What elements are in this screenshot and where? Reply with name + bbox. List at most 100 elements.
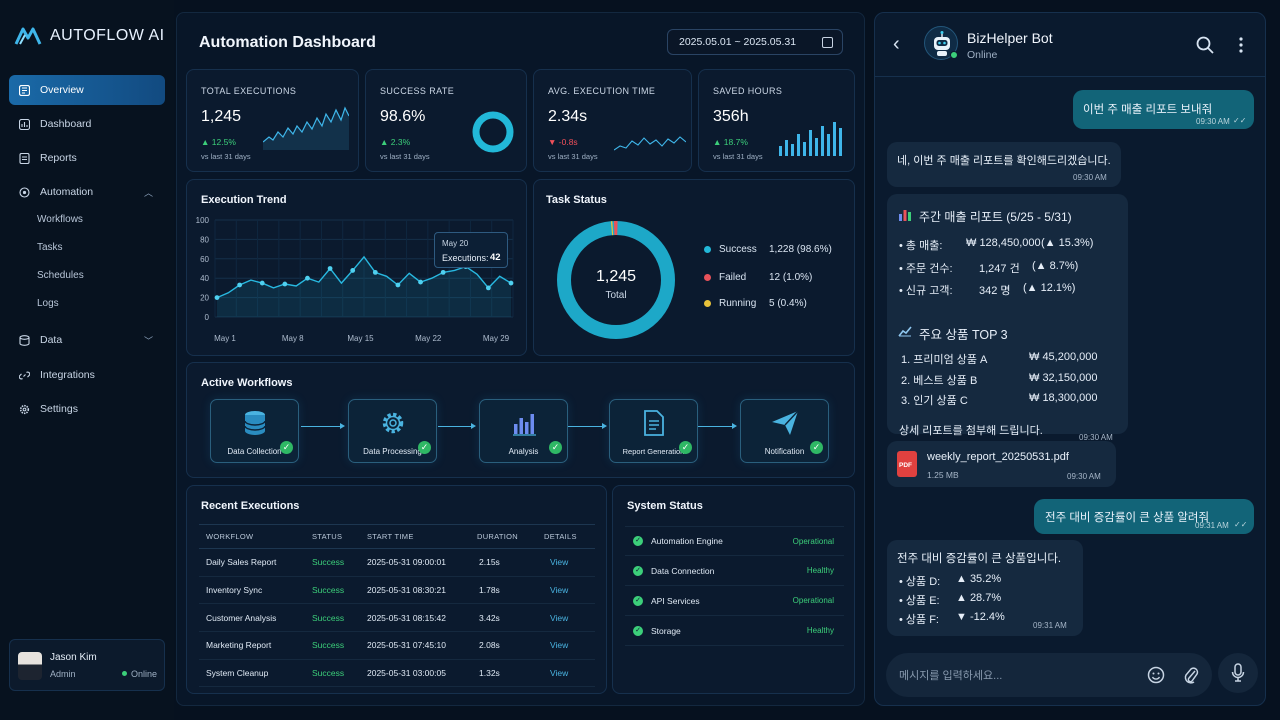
sidebar-item-settings[interactable]: Settings [9, 394, 165, 424]
workflow-node-report-generation[interactable]: Report Generation ✓ [609, 399, 698, 463]
search-icon[interactable] [1196, 36, 1214, 54]
section-title: System Status [627, 500, 703, 512]
date-range-picker[interactable]: 2025.05.01 ~ 2025.05.31 [667, 29, 843, 55]
data-point[interactable] [485, 285, 491, 291]
section-title: Task Status [546, 194, 607, 206]
sidebar-item-label: Overview [40, 84, 84, 96]
sidebar-subitem-schedules[interactable]: Schedules [37, 270, 84, 281]
microphone-icon [1231, 663, 1245, 682]
legend-value: 1,228 (98.6%) [769, 244, 832, 255]
view-link[interactable]: View [544, 659, 595, 688]
view-link[interactable]: View [544, 576, 595, 605]
data-point[interactable] [395, 282, 401, 288]
data-point[interactable] [418, 279, 423, 285]
view-link[interactable]: View [544, 603, 595, 633]
check-icon: ✓ [679, 441, 692, 454]
sidebar-item-reports[interactable]: Reports [9, 143, 165, 173]
top-product-value: ₩ 45,200,000 [1029, 351, 1098, 363]
view-link[interactable]: View [544, 548, 595, 577]
sparkline [263, 106, 349, 150]
file-attachment[interactable]: PDF weekly_report_20250531.pdf 1.25 MB 0… [887, 441, 1116, 487]
microphone-button[interactable] [1218, 653, 1258, 693]
legend-running: Running 5 (0.4%) [704, 298, 807, 309]
sidebar-item-label: Settings [40, 403, 78, 415]
column-header[interactable]: DURATION [477, 524, 544, 549]
system-row-api-services: ✓ API Services Operational [625, 586, 844, 616]
data-point[interactable] [259, 280, 265, 286]
sidebar-item-overview[interactable]: Overview [9, 75, 165, 105]
workflow-arrow [568, 423, 607, 429]
sidebar-item-label: Automation [40, 186, 94, 198]
user-status: Online [122, 669, 157, 679]
message-time: 09:31 AM [1033, 621, 1067, 630]
sidebar-subitem-tasks[interactable]: Tasks [37, 242, 63, 253]
data-point[interactable] [350, 268, 356, 273]
workflow-node-data-processing[interactable]: Data Processing ✓ [348, 399, 437, 463]
system-label: API Services [651, 595, 700, 606]
paperclip-icon[interactable] [1183, 665, 1199, 685]
sidebar: AUTOFLOW AI Overview Dashboard Reports A… [0, 0, 174, 720]
bot-name: BizHelper Bot [967, 30, 1053, 46]
user-role: Admin [50, 669, 76, 679]
data-point[interactable] [372, 269, 378, 275]
column-header[interactable]: START TIME [367, 524, 477, 549]
table-row[interactable]: Daily Sales Report Success 2025-05-31 09:0… [199, 548, 595, 577]
sidebar-item-dashboard[interactable]: Dashboard [9, 109, 165, 139]
system-label: Automation Engine [651, 536, 723, 546]
workflow-node-data-collection[interactable]: Data Collection ✓ [210, 399, 299, 463]
workflow-node-label: Data Processing [363, 447, 422, 456]
table-row[interactable]: Inventory Sync Success 2025-05-31 08:30:21… [199, 576, 595, 605]
sidebar-item-data[interactable]: Data ﹀ [9, 325, 165, 355]
grid-icon [19, 84, 30, 96]
active-workflows-card: Active Workflows Data Collection ✓ Data … [186, 362, 855, 478]
emoji-icon[interactable] [1147, 666, 1165, 684]
task-status-donut[interactable] [554, 218, 678, 342]
sidebar-item-integrations[interactable]: Integrations [9, 360, 165, 390]
chevron-up-icon[interactable]: ︿ [143, 187, 153, 198]
column-header[interactable]: WORKFLOW [199, 524, 312, 549]
data-point[interactable] [305, 275, 310, 281]
column-header[interactable]: STATUS [312, 524, 367, 549]
legend-label: Success [719, 244, 757, 255]
workflow-node-label: Report Generation [622, 447, 685, 456]
cell-status: Success [312, 603, 367, 633]
message-input[interactable]: 메시지를 입력하세요... [886, 653, 1212, 697]
task-status-card: Task Status 1,245 Total Success 1,228 (9… [533, 179, 855, 356]
bar-chart-icon [899, 210, 911, 221]
view-link[interactable]: View [544, 631, 595, 660]
table-row[interactable]: System Cleanup Success 2025-05-31 03:00:05… [199, 659, 595, 688]
brand-logo[interactable]: AUTOFLOW AI [14, 26, 165, 46]
stat-delta: ▲ 12.5% [201, 137, 236, 147]
data-point[interactable] [237, 282, 243, 288]
cell-start-time: 2025-05-31 08:30:21 [367, 576, 477, 605]
back-arrow-icon[interactable]: ‹ [893, 33, 900, 55]
report-title: 주간 매출 리포트 (5/25 - 5/31) [919, 210, 1072, 224]
more-vertical-icon[interactable] [1237, 36, 1245, 54]
message-bot: 네, 이번 주 매출 리포트를 확인해드리겠습니다. 09:30 AM [887, 142, 1121, 187]
dashboard-icon [19, 118, 30, 130]
execution-trend-chart[interactable]: 100 80 60 40 20 0 May 1 May 8 May 15 May 22 May 29 [187, 180, 528, 357]
cell-workflow: Marketing Report [199, 631, 312, 660]
legend-dot [704, 246, 711, 253]
data-point[interactable] [508, 280, 514, 286]
sidebar-subitem-logs[interactable]: Logs [37, 298, 59, 309]
workflow-node-label: Notification [764, 447, 805, 456]
sidebar-item-automation[interactable]: Automation ︿ [9, 177, 165, 207]
user-card[interactable]: Jason Kim Admin Online [9, 639, 165, 691]
cell-workflow: System Cleanup [199, 659, 312, 688]
message-time: 09:31 AM [1195, 521, 1229, 530]
data-point[interactable] [282, 281, 288, 287]
table-row[interactable]: Customer Analysis Success 2025-05-31 08:15… [199, 603, 595, 633]
sidebar-subitem-workflows[interactable]: Workflows [37, 214, 83, 225]
change-item-label: • 상품 D: [899, 576, 941, 588]
table-row[interactable]: Marketing Report Success 2025-05-31 07:45:… [199, 631, 595, 660]
section-title: Active Workflows [201, 377, 293, 389]
column-header[interactable]: DETAILS [544, 524, 595, 549]
workflow-node-notification[interactable]: Notification ✓ [740, 399, 829, 463]
donut-slice-failed [557, 221, 675, 339]
chevron-down-icon[interactable]: ﹀ [143, 335, 153, 346]
data-point[interactable] [327, 266, 333, 271]
workflow-node-analysis[interactable]: Analysis ✓ [479, 399, 568, 463]
data-point[interactable] [214, 295, 220, 300]
data-point[interactable] [440, 269, 446, 275]
